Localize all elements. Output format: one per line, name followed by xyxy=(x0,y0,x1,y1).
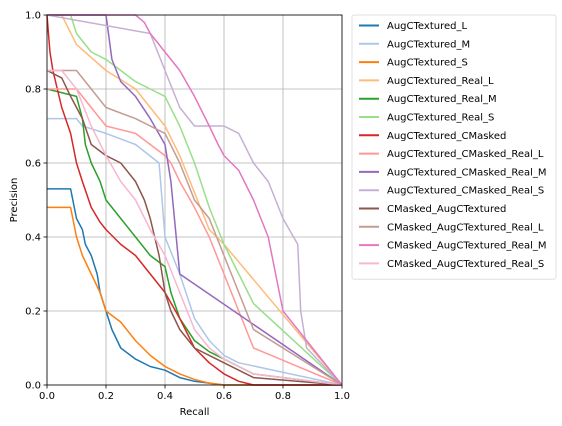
legend-label: AugCTextured_Real_L xyxy=(387,76,494,87)
legend-label: AugCTextured_CMasked_Real_S xyxy=(387,186,544,197)
x-tick-label: 0.0 xyxy=(39,391,55,402)
series-lines xyxy=(46,14,343,386)
legend: AugCTextured_L AugCTextured_M AugCTextured… xyxy=(351,14,557,280)
series-line-augctextured-cmasked xyxy=(46,14,342,386)
x-tick-label: 0.8 xyxy=(275,391,291,402)
series-line-augctextured-s xyxy=(47,206,342,386)
legend-label: AugCTextured_Real_M xyxy=(387,94,497,105)
series-line-cmasked-augctextured-real-s xyxy=(47,69,343,386)
y-tick-label: 0.8 xyxy=(25,85,41,96)
legend-label: AugCTextured_L xyxy=(387,21,467,32)
legend-label: AugCTextured_CMasked_Real_L xyxy=(387,149,544,160)
series-line-augctextured-real-l xyxy=(47,14,343,386)
legend-label: AugCTextured_CMasked xyxy=(387,131,506,142)
series-line-augctextured-real-s xyxy=(47,14,343,386)
x-tick-label: 0.2 xyxy=(98,391,114,402)
y-tick-label: 0.0 xyxy=(25,381,41,392)
axis-ticks: 0.0 0.2 0.4 0.6 0.8 1.0 0.0 0.2 0.4 0.6 0.8 1.0 xyxy=(25,11,350,403)
plot-frame xyxy=(46,14,343,386)
legend-label: AugCTextured_M xyxy=(387,39,470,50)
x-axis-label: Recall xyxy=(180,407,210,418)
axes-frame xyxy=(46,14,343,386)
x-tick-label: 0.6 xyxy=(216,391,232,402)
series-line-cmasked-augctextured-real-l xyxy=(47,69,343,386)
y-tick-label: 1.0 xyxy=(25,11,41,22)
series-line-augctextured-cmasked-real-m xyxy=(47,14,343,386)
series-line-cmasked-augctextured xyxy=(46,69,343,386)
legend-label: AugCTextured_S xyxy=(387,58,468,69)
y-axis-label: Precision xyxy=(9,178,20,223)
x-tick-label: 1.0 xyxy=(334,391,350,402)
legend-label: AugCTextured_CMasked_Real_M xyxy=(387,167,547,178)
y-tick-label: 0.2 xyxy=(25,307,41,318)
legend-box xyxy=(351,14,557,280)
x-tick-label: 0.4 xyxy=(157,391,173,402)
series-line-augctextured-l xyxy=(47,188,342,386)
legend-label: CMasked_AugCTextured_Real_S xyxy=(387,259,544,270)
series-line-augctextured-cmasked-real-s xyxy=(46,14,343,386)
y-tick-label: 0.4 xyxy=(25,233,41,244)
y-tick-label: 0.6 xyxy=(25,159,41,170)
series-line-augctextured-cmasked-real-l xyxy=(47,88,343,386)
legend-label: CMasked_AugCTextured_Real_M xyxy=(387,241,547,252)
legend-label: CMasked_AugCTextured_Real_L xyxy=(387,222,544,233)
series-line-augctextured-m xyxy=(47,117,343,386)
legend-label: CMasked_AugCTextured xyxy=(387,204,506,215)
legend-label: AugCTextured_Real_S xyxy=(387,113,494,124)
